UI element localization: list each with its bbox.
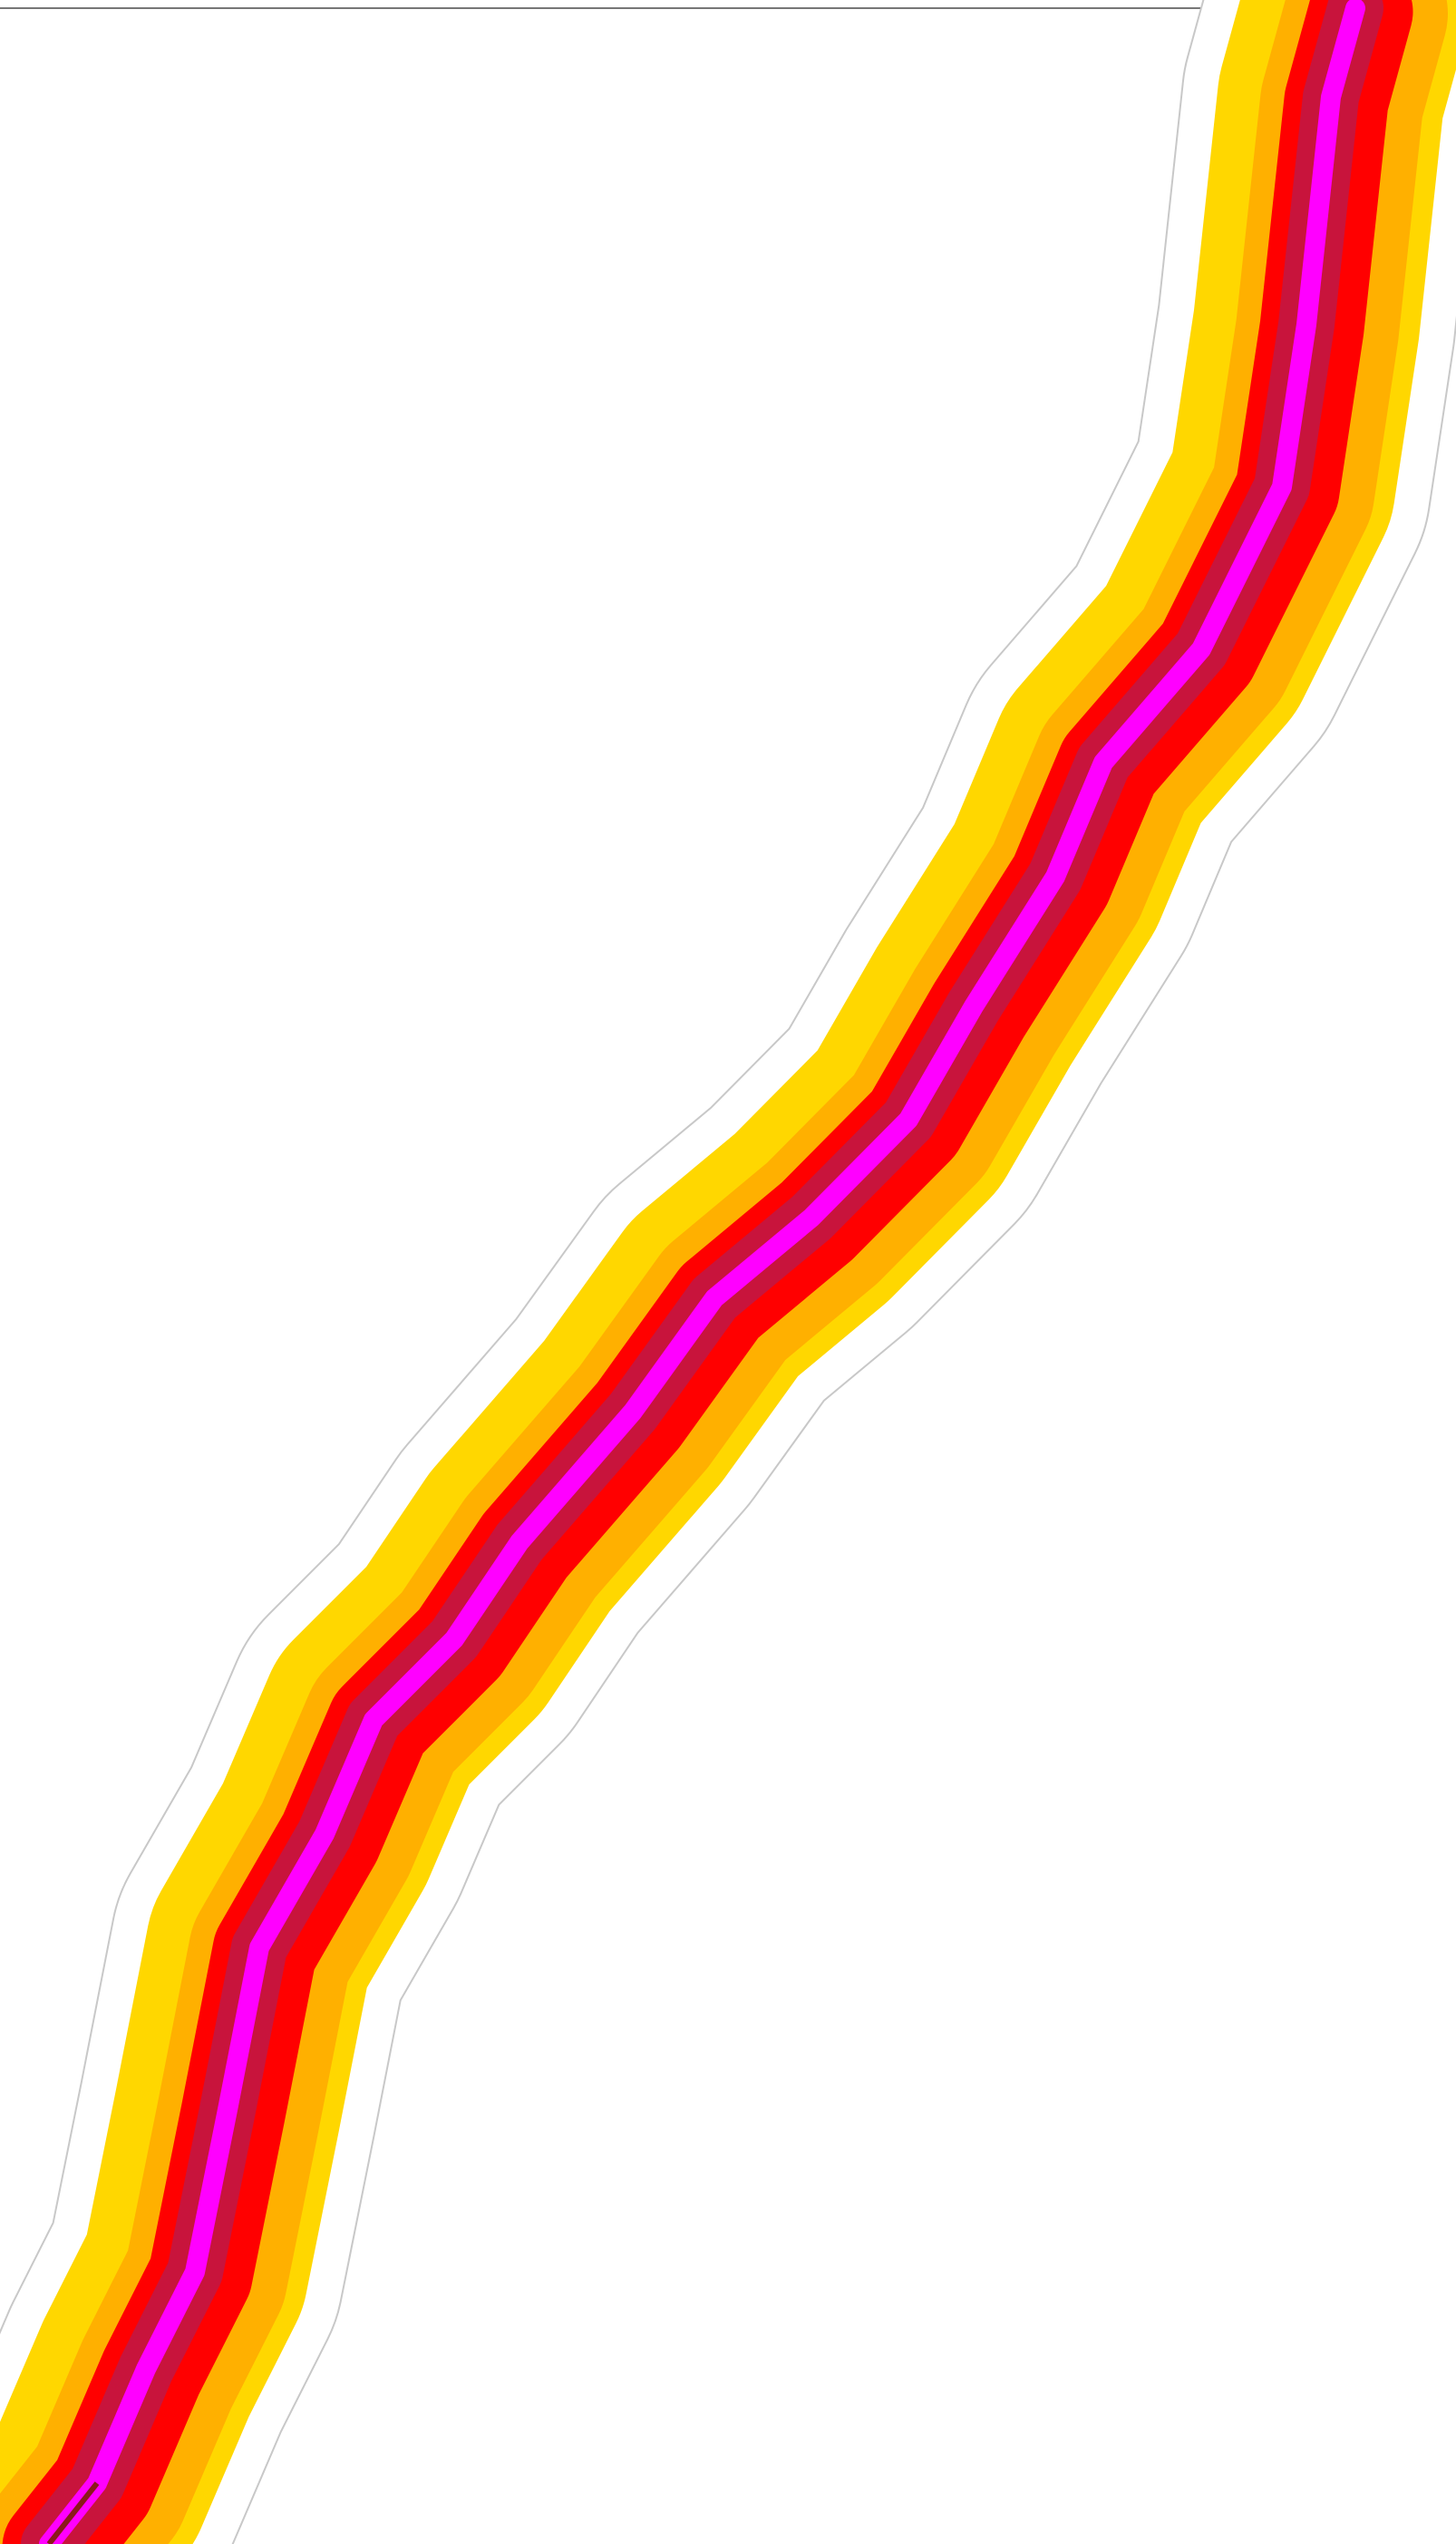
page: (() => { const data = JSON.parse(documen… [0,0,1456,2544]
hazard-map [0,0,1456,2544]
